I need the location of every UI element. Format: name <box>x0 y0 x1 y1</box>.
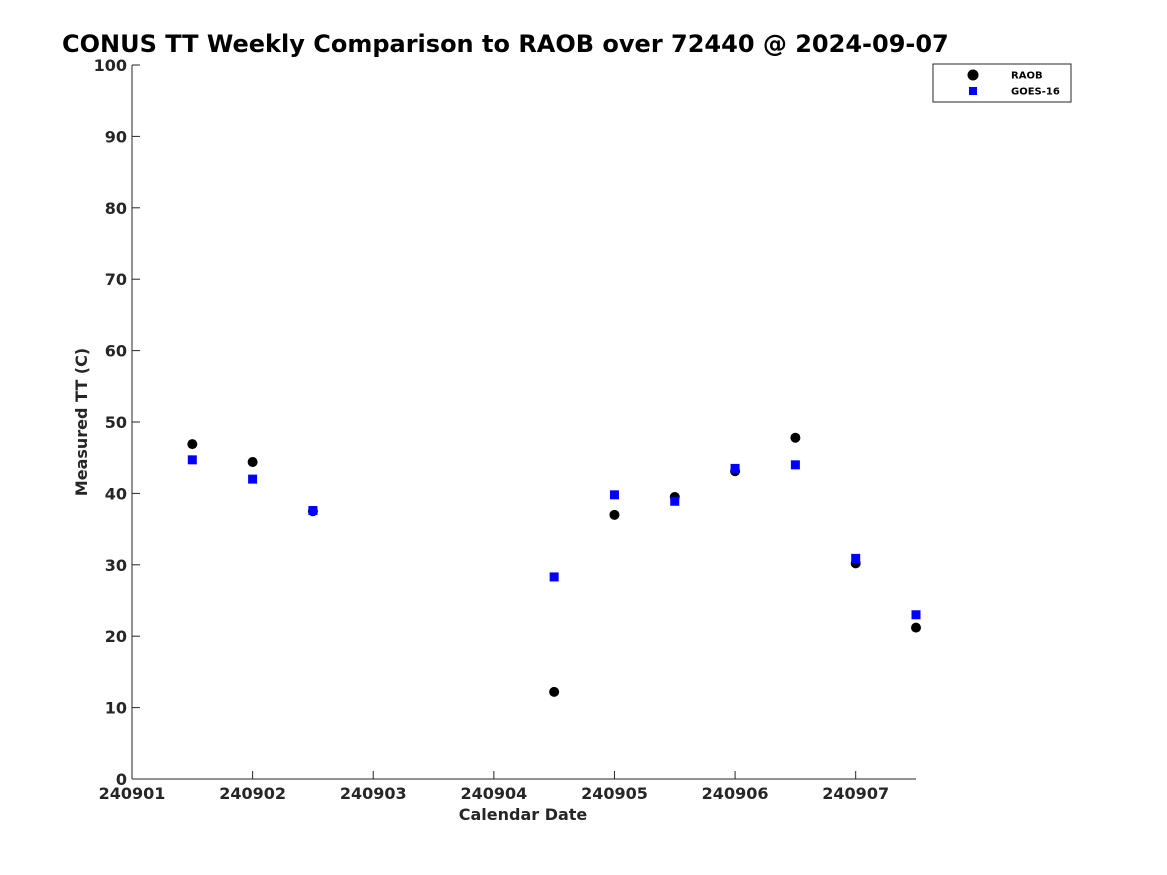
x-tick-label: 240901 <box>99 784 166 803</box>
x-tick-label: 240907 <box>822 784 889 803</box>
y-axis-label: Measured TT (C) <box>72 348 91 496</box>
goes-16-point <box>730 463 740 473</box>
legend: RAOB GOES-16 <box>932 63 1072 103</box>
data-marks <box>187 432 921 697</box>
y-tick-label: 0 <box>116 770 127 789</box>
raob-point <box>609 509 620 520</box>
x-tick-label: 240902 <box>219 784 286 803</box>
goes-16-point <box>549 572 559 582</box>
legend-marker-raob <box>967 69 979 81</box>
y-tick-label: 50 <box>105 413 127 432</box>
y-tick-label: 40 <box>105 484 127 503</box>
chart-title: CONUS TT Weekly Comparison to RAOB over … <box>62 30 949 58</box>
raob-point <box>911 622 921 633</box>
goes-16-point <box>670 496 680 506</box>
x-axis-label: Calendar Date <box>459 805 588 824</box>
y-tick-label: 10 <box>105 699 127 718</box>
legend-label-raob: RAOB <box>1011 71 1043 82</box>
y-tick-label: 60 <box>105 342 127 361</box>
y-tick-label: 80 <box>105 199 127 218</box>
x-tick-label: 240905 <box>581 784 648 803</box>
legend-marker-goes-16 <box>969 87 977 95</box>
x-tick-label: 240903 <box>340 784 407 803</box>
raob-point <box>549 686 560 697</box>
y-tick-label: 20 <box>105 627 127 646</box>
goes-16-point <box>248 474 258 484</box>
raob-point <box>790 432 801 443</box>
legend-label-goes-16: GOES-16 <box>1011 87 1060 98</box>
goes-16-point <box>187 455 197 465</box>
y-tick-label: 100 <box>94 56 127 75</box>
goes-16-point <box>790 460 800 470</box>
goes-16-point <box>851 553 861 563</box>
x-tick-label: 240904 <box>460 784 527 803</box>
y-tick-label: 70 <box>105 270 127 289</box>
legend-box <box>932 63 1072 103</box>
axes: 0 10 20 30 40 50 60 70 80 90 100 240901 240902 240903… <box>94 56 916 803</box>
raob-point <box>247 456 258 467</box>
y-tick-label: 30 <box>105 556 127 575</box>
goes-16-point <box>609 490 619 500</box>
goes-16-point <box>308 506 318 516</box>
raob-point <box>187 439 198 450</box>
y-tick-label: 90 <box>105 127 127 146</box>
goes-16-point <box>911 610 921 620</box>
x-tick-label: 240906 <box>702 784 769 803</box>
